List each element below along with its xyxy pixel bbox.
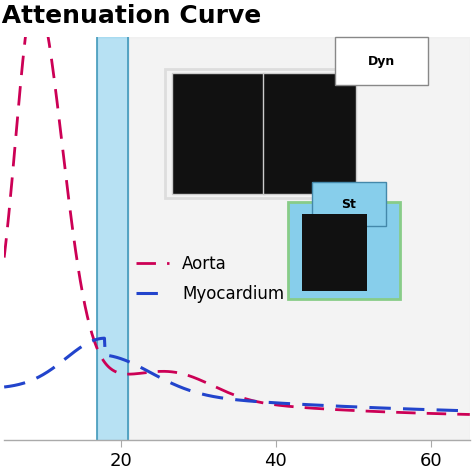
FancyBboxPatch shape [172, 73, 265, 194]
FancyBboxPatch shape [263, 73, 356, 194]
FancyBboxPatch shape [335, 37, 428, 85]
Text: e Attenuation Curve: e Attenuation Curve [0, 4, 262, 28]
Text: St: St [341, 198, 356, 211]
FancyBboxPatch shape [288, 202, 400, 299]
FancyBboxPatch shape [302, 214, 367, 291]
Bar [128, 37, 470, 440]
FancyBboxPatch shape [311, 182, 386, 227]
Legend: Aorta, Myocardium: Aorta, Myocardium [129, 248, 291, 310]
Bar [97, 37, 128, 440]
Text: Dyn: Dyn [368, 55, 395, 68]
